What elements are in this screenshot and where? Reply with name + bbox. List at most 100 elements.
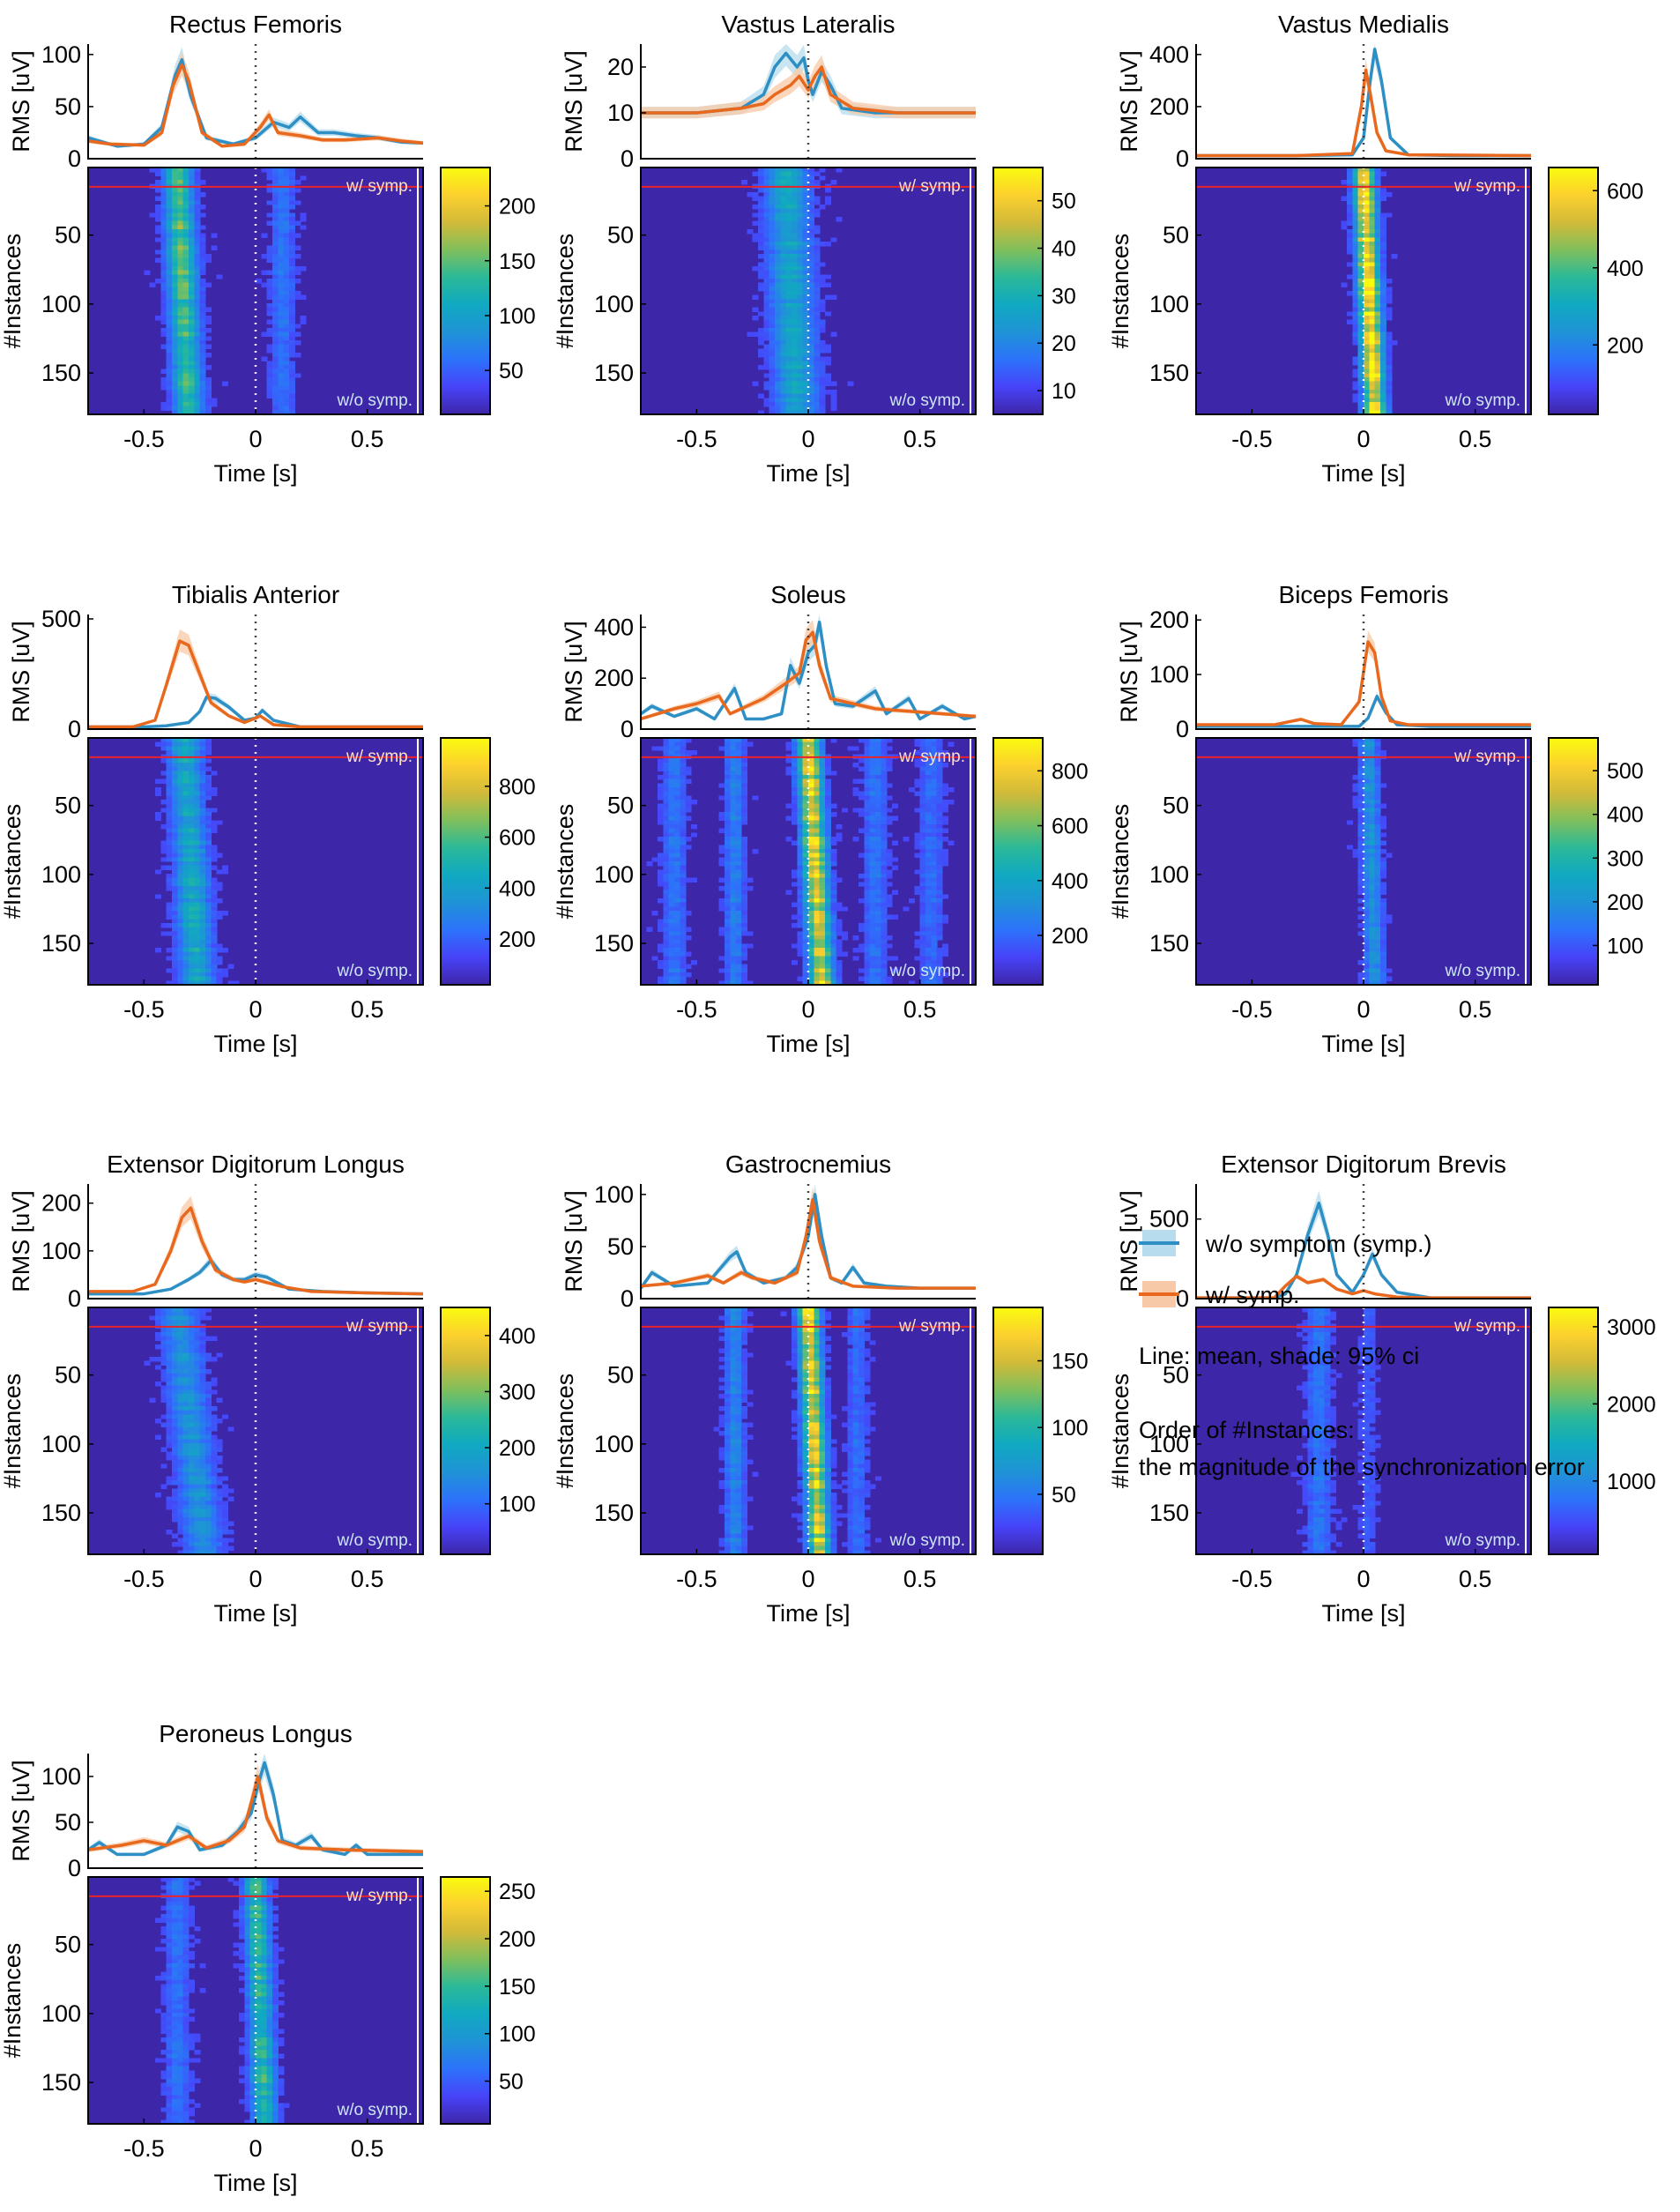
heatmap-cell [1374,356,1381,361]
heatmap-cell [211,787,218,793]
heatmap-cell [1369,741,1376,747]
heatmap-cell [769,220,776,226]
colorbar-tick-label: 800 [1052,759,1089,784]
heatmap-cell [802,361,809,366]
heatmap-cell [663,832,670,838]
heatmap-cell [814,857,821,862]
heatmap-cell [1374,976,1381,981]
heatmap-cell [1369,250,1376,255]
heatmap-cell [272,205,279,210]
heatmap-cell [266,250,273,255]
heatmap-cell [658,919,664,924]
heatmap-cell [735,964,742,969]
heatmap-cell [194,365,201,370]
heatmap-cell [177,816,184,821]
colorbar [992,737,1044,986]
heatmap-cell [668,931,675,936]
mean-line-with-symptom [88,639,423,729]
heatmap-cell [1374,220,1381,226]
heatmap-cell [797,935,804,941]
heatmap-cell [194,233,201,238]
heatmap-cell [160,299,167,304]
heatmap-cell [674,886,680,891]
heatmap-cell [785,229,792,235]
heatmap-cell [869,812,876,817]
heatmap-cell [730,874,737,879]
heatmap-cell [1374,919,1381,924]
heatmap-cell [663,812,670,817]
heatmap-cell [272,348,279,354]
heatmap-cell [925,869,932,875]
heatmap-cell [177,282,184,287]
heatmap-cell [189,237,195,242]
heatmap-cell [780,266,787,272]
heatmap-cell [936,837,943,842]
heatmap-cell [780,410,787,415]
heatmap-cell [919,972,926,978]
heatmap-cell [942,837,948,842]
heatmap-cell [166,849,173,854]
heatmap-cell [775,279,781,284]
heatmap-cell [808,307,814,312]
heatmap-cell [663,976,670,981]
heatmap-cell [1369,960,1376,965]
heatmap-cell [903,906,910,912]
heatmap-cell [1352,783,1359,788]
heatmap-cells [741,168,854,415]
heatmap-cell [780,393,787,398]
heatmap-cell [1352,340,1359,346]
heatmap-cell [808,171,814,176]
heatmap-cell [1347,319,1353,324]
heatmap-cell [830,738,837,743]
heatmap-cell [166,1311,173,1316]
heatmap-cell [1369,270,1376,275]
heatmap-cell [808,192,814,197]
heatmap-cell [685,800,692,805]
heatmap-cell [166,758,173,763]
heatmap-cell [1364,824,1370,830]
heatmap-cell [189,869,195,875]
heatmap-cell [1357,972,1364,978]
heatmap-cell [160,758,167,763]
heatmap-cell [1352,324,1359,329]
heatmap-cell [814,746,821,751]
heatmap-cell [1357,254,1364,259]
heatmap-cell [864,906,871,912]
heatmap-cell [785,803,792,808]
heatmap-cell [680,824,687,830]
heatmap-cell [205,1315,212,1321]
heatmap-cell [194,894,201,899]
heatmap-cell [272,344,279,349]
heatmap-cell [1374,233,1381,238]
heatmap-cell [741,812,747,817]
heatmap-cell [166,229,173,235]
heatmap-cell [797,229,804,235]
heatmap-cell [172,750,178,756]
heatmap-cell [182,1389,190,1395]
heatmap-cell [199,294,206,300]
heatmap-cell [1364,385,1370,391]
heatmap-cell [802,262,809,267]
heatmap-cell [177,303,184,309]
heatmap-cell [272,381,279,386]
heatmap-cell [802,771,809,776]
heatmap-cell [1369,175,1376,181]
heatmap-cell [205,1397,212,1403]
heatmap-cell [797,316,804,321]
heatmap-cell [741,750,747,756]
heatmap-cell [189,319,195,324]
heatmap-cell [808,175,814,181]
heatmap-cell [177,738,184,743]
heatmap-cell [189,865,195,870]
heatmap-cell [166,923,173,928]
heatmap-cell [1386,853,1393,858]
heatmap-cell [166,1456,173,1461]
heatmap-cell [199,291,206,296]
heatmap-cell [205,816,212,821]
heatmap-cell [1374,200,1381,205]
instance-tick-label: 150 [1149,360,1189,386]
heatmap-cell [785,365,792,370]
heatmap-cell [266,270,273,275]
heatmap-cell [1369,279,1376,284]
